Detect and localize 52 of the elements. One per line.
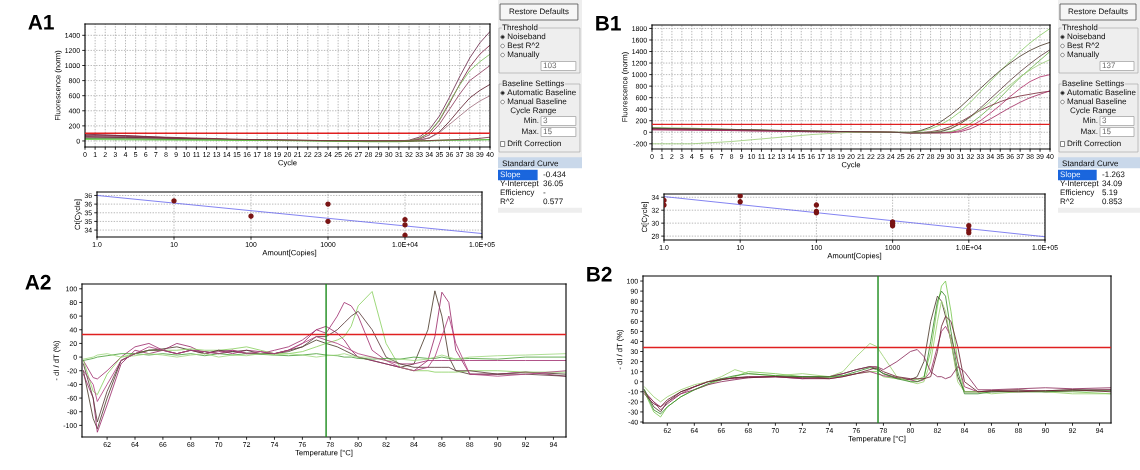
text: Restore Defaults (1068, 8, 1128, 15)
text: -0.434 (543, 171, 566, 178)
text: 137 (1102, 62, 1116, 69)
text: Standard Curve (502, 160, 559, 167)
text: 103 (543, 62, 557, 69)
chart-title: B2 (587, 266, 612, 282)
text: -1.263 (1102, 171, 1125, 178)
text: - (543, 192, 546, 194)
text: Restore Defaults (509, 8, 569, 15)
text: 34.09 (1102, 180, 1122, 187)
text: 5.19 (1102, 189, 1118, 196)
text: 15 (543, 128, 552, 135)
text: Manually (507, 51, 540, 59)
text: Best R^2 (507, 42, 540, 49)
text: Min. (524, 117, 539, 124)
text: Max. (1081, 128, 1098, 135)
text: 0.853 (1102, 198, 1122, 205)
text: Drift Correction (1067, 140, 1121, 147)
text: Standard Curve (1062, 160, 1119, 167)
text: Efficiency (1060, 189, 1095, 197)
text: Efficiency (500, 189, 535, 197)
text: Manual Baseline (1067, 98, 1127, 105)
text: Drift Correction (507, 140, 561, 147)
text: Cycle Range (510, 107, 557, 115)
text: Cycle Range (1070, 107, 1116, 115)
text: Noiseband (507, 33, 546, 40)
text: 3 (543, 117, 548, 124)
text: Automatic Baseline (1067, 89, 1136, 96)
text: R^2 (500, 198, 514, 205)
text: Threshold (502, 24, 538, 31)
text: Noiseband (1067, 33, 1105, 40)
text: Baseline Settings (502, 80, 565, 88)
text: R^2 (1060, 198, 1074, 205)
text: Y-Intercept (500, 180, 539, 188)
text: Best R^2 (1067, 42, 1100, 49)
text: Slope (1060, 171, 1081, 179)
text: Max. (522, 128, 539, 135)
text: Threshold (1062, 24, 1098, 31)
text: Manual Baseline (507, 98, 567, 105)
text: Automatic Baseline (507, 89, 576, 96)
text: 15 (1102, 128, 1111, 135)
text: 3 (1102, 117, 1107, 124)
text: Y-Intercept (1060, 180, 1099, 188)
text: Baseline Settings (1062, 80, 1124, 88)
text: 0.577 (543, 198, 563, 205)
text: 36.05 (543, 180, 563, 187)
text: Manually (1067, 51, 1100, 59)
chart-title: B1 (596, 16, 621, 31)
text: Slope (500, 171, 521, 179)
chart-title: A1 (28, 15, 54, 30)
text: Min. (1083, 117, 1098, 124)
chart-title: A2 (25, 274, 51, 290)
